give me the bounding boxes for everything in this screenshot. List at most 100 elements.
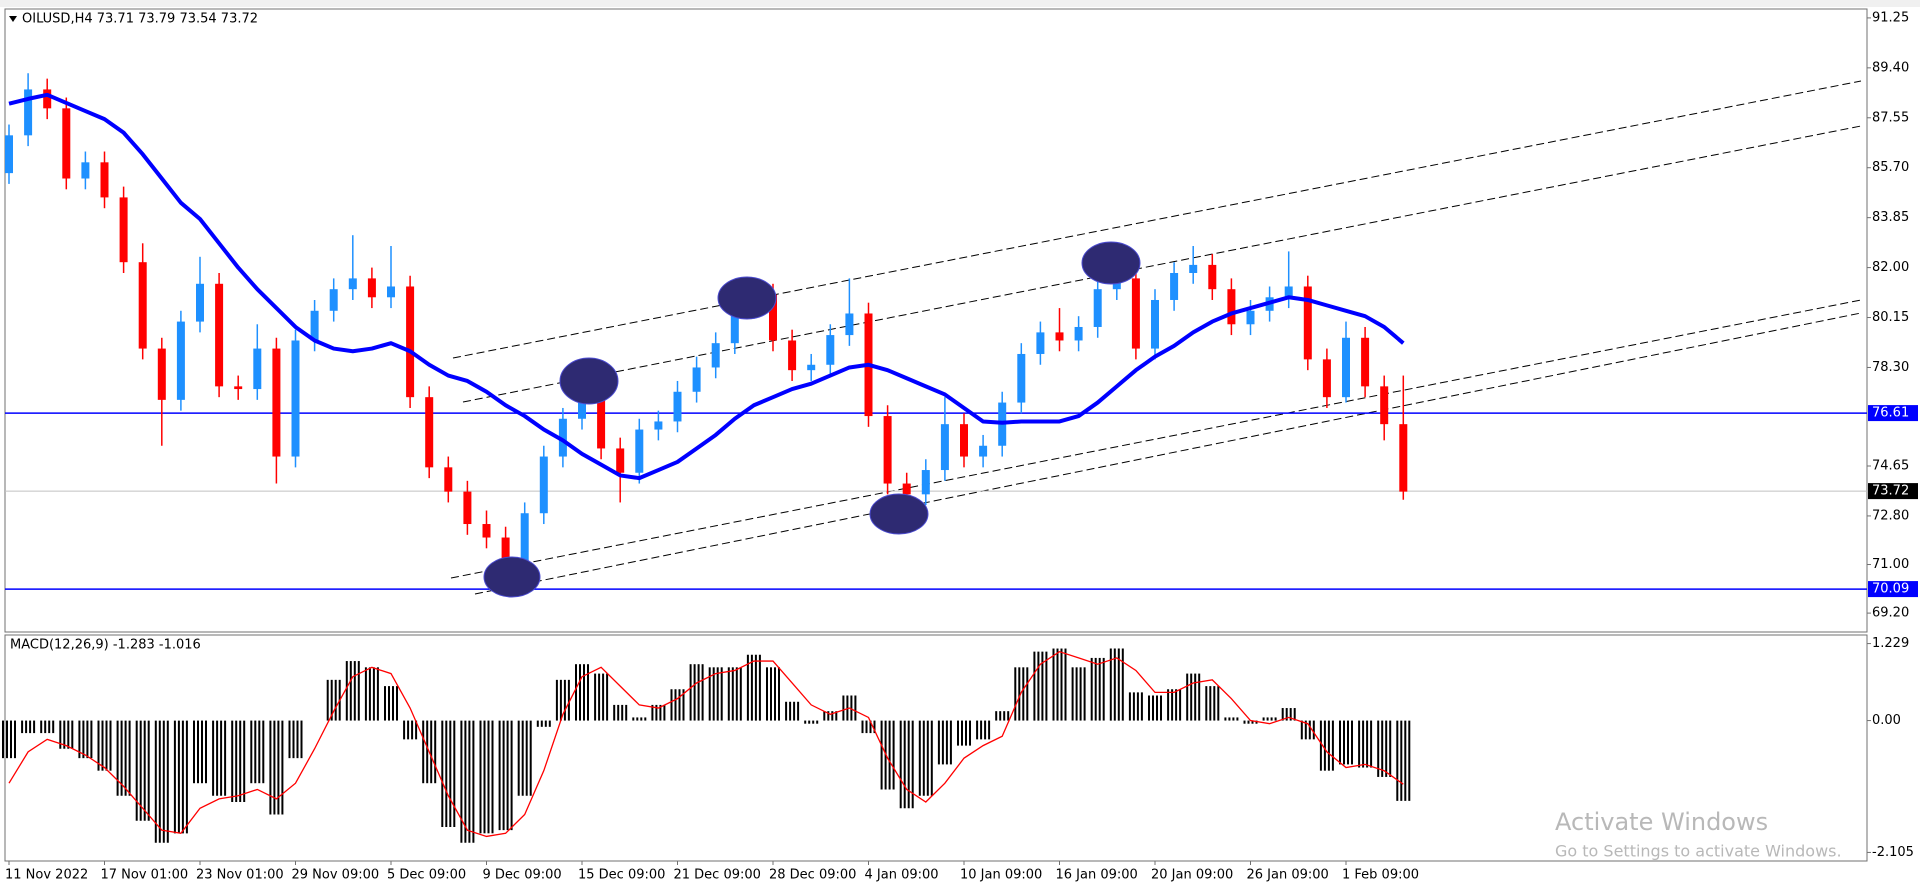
candle-body bbox=[692, 367, 701, 392]
x-tick-label: 26 Jan 09:00 bbox=[1247, 868, 1329, 883]
candle-body bbox=[215, 283, 224, 387]
y-tick-label: 89.40 bbox=[1872, 60, 1909, 75]
y-tick-label: 1.229 bbox=[1872, 636, 1909, 651]
y-tick-label: 69.20 bbox=[1872, 606, 1909, 621]
candle-body bbox=[539, 456, 548, 514]
candle-body bbox=[826, 335, 835, 365]
candle-body bbox=[43, 89, 52, 109]
candle-body bbox=[578, 394, 586, 419]
candle-body bbox=[272, 348, 281, 457]
candle-body bbox=[1093, 289, 1102, 327]
y-tick-label: 91.25 bbox=[1872, 10, 1909, 25]
signal-line bbox=[8, 650, 1404, 838]
candle-body bbox=[100, 162, 109, 198]
candle-body bbox=[1036, 332, 1045, 354]
candle-body bbox=[730, 308, 739, 344]
candle-body bbox=[119, 197, 128, 263]
trend-line[interactable] bbox=[474, 312, 1862, 595]
y-tick-label: 85.70 bbox=[1872, 160, 1909, 175]
highlight-ellipse[interactable] bbox=[717, 276, 777, 320]
candle-body bbox=[482, 524, 491, 538]
main-panel bbox=[4, 8, 1868, 633]
candle-body bbox=[348, 278, 357, 290]
candle-body bbox=[1131, 278, 1140, 349]
candle-body bbox=[367, 278, 376, 298]
y-tick-label: 72.80 bbox=[1872, 508, 1909, 523]
candle-body bbox=[979, 445, 988, 457]
macd-panel bbox=[4, 634, 1868, 862]
candle-body bbox=[196, 283, 204, 322]
candle-body bbox=[425, 397, 434, 468]
candle-body bbox=[1322, 359, 1331, 398]
y-tick-label: -2.105 bbox=[1872, 845, 1914, 860]
toolbar-strip bbox=[0, 0, 1920, 7]
y-tick-label: 87.55 bbox=[1872, 110, 1909, 125]
candle-body bbox=[940, 424, 949, 471]
candle-body bbox=[444, 467, 453, 492]
chart-title: OILUSD,H4 73.71 73.79 73.54 73.72 bbox=[22, 12, 258, 27]
candle-body bbox=[1151, 299, 1159, 349]
candle-body bbox=[921, 470, 930, 495]
candle-body bbox=[1303, 286, 1312, 360]
candle-body bbox=[1170, 272, 1179, 300]
candle-body bbox=[788, 340, 797, 371]
candle-body bbox=[5, 135, 13, 174]
highlights bbox=[483, 241, 1141, 598]
collapse-icon[interactable] bbox=[9, 16, 17, 22]
candle-body bbox=[406, 286, 415, 398]
x-tick-label: 16 Jan 09:00 bbox=[1056, 868, 1138, 883]
y-tick-label: 71.00 bbox=[1872, 557, 1909, 572]
candle-body bbox=[1208, 264, 1217, 290]
candle-body bbox=[558, 418, 567, 457]
candle-body bbox=[673, 391, 682, 422]
candle-body bbox=[1227, 289, 1236, 325]
candle-body bbox=[1017, 353, 1026, 403]
candle-body bbox=[501, 537, 510, 562]
trend-line[interactable] bbox=[452, 80, 1862, 359]
candle-body bbox=[883, 416, 892, 484]
candle-body bbox=[1399, 424, 1408, 492]
highlight-ellipse[interactable] bbox=[1081, 241, 1141, 285]
candle-body bbox=[291, 340, 300, 457]
candle-body bbox=[520, 513, 529, 562]
candle-body bbox=[711, 343, 720, 368]
candle-body bbox=[387, 286, 395, 298]
candle-body bbox=[635, 429, 644, 473]
x-tick-label: 4 Jan 09:00 bbox=[865, 868, 939, 883]
candle-body bbox=[62, 108, 71, 179]
candle-body bbox=[1342, 337, 1350, 398]
candle-body bbox=[253, 348, 262, 390]
candle-body bbox=[1284, 286, 1293, 298]
watermark-subtitle: Go to Settings to activate Windows. bbox=[1555, 842, 1842, 861]
x-tick-label: 9 Dec 09:00 bbox=[483, 868, 562, 883]
highlight-ellipse[interactable] bbox=[483, 556, 541, 598]
candle-body bbox=[310, 310, 319, 341]
x-tick-label: 17 Nov 01:00 bbox=[101, 868, 189, 883]
candle-body bbox=[138, 262, 147, 349]
x-tick-label: 29 Nov 09:00 bbox=[292, 868, 380, 883]
level-box bbox=[1868, 405, 1918, 422]
level-label: 76.61 bbox=[1872, 406, 1909, 421]
watermark-title: Activate Windows bbox=[1555, 808, 1768, 836]
last-price-label: 73.72 bbox=[1872, 484, 1909, 499]
candle-body bbox=[1380, 386, 1389, 425]
candle-body bbox=[807, 364, 816, 371]
candle-body bbox=[1074, 326, 1083, 341]
highlight-ellipse[interactable] bbox=[869, 493, 929, 535]
x-tick-label: 1 Feb 09:00 bbox=[1342, 868, 1419, 883]
x-tick-label: 23 Nov 01:00 bbox=[196, 868, 284, 883]
candle-body bbox=[234, 386, 243, 390]
x-tick-label: 10 Jan 09:00 bbox=[960, 868, 1042, 883]
y-tick-label: 80.15 bbox=[1872, 310, 1909, 325]
candle-body bbox=[157, 348, 166, 400]
candle-body bbox=[1189, 264, 1198, 273]
y-tick-label: 82.00 bbox=[1872, 260, 1909, 275]
candle-body bbox=[329, 289, 338, 311]
y-tick-label: 78.30 bbox=[1872, 360, 1909, 375]
trend-line[interactable] bbox=[462, 125, 1862, 403]
candle-body bbox=[1246, 310, 1255, 325]
candle-body bbox=[769, 294, 777, 341]
level-box bbox=[1868, 581, 1918, 598]
highlight-ellipse[interactable] bbox=[559, 357, 619, 405]
macd-title: MACD(12,26,9) -1.283 -1.016 bbox=[10, 638, 201, 653]
